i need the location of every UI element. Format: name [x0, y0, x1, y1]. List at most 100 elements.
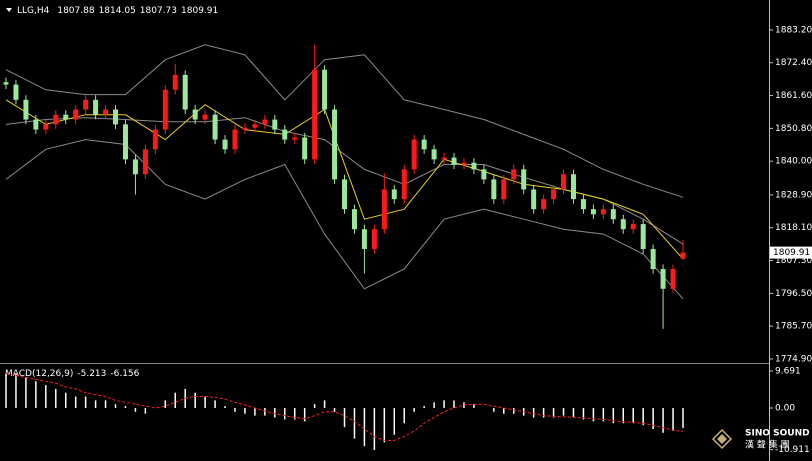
candle-body: [670, 269, 676, 289]
y-tick-label: 1828.90: [775, 190, 812, 200]
candle-body: [202, 114, 208, 120]
y-tick-label: 1774.90: [775, 354, 812, 364]
symbol: LLG,H4: [17, 6, 50, 16]
ohlc-low: 1807.73: [140, 6, 177, 16]
candle-body: [322, 69, 328, 110]
watermark-logo-inner: [717, 434, 727, 444]
candle-body: [391, 189, 397, 200]
candle-body: [262, 119, 268, 125]
candle-body: [451, 157, 457, 165]
overlay-line: [5, 99, 684, 260]
candle-body: [162, 89, 168, 130]
candle-body: [103, 109, 109, 115]
candle-body: [93, 99, 99, 115]
candle-body: [541, 199, 547, 210]
candle-body: [381, 189, 387, 230]
candle-body: [122, 124, 128, 160]
candle-body: [33, 119, 39, 130]
candle-body: [580, 199, 586, 210]
candle-body: [570, 174, 576, 200]
candle-body: [680, 252, 686, 259]
y-tick-label: 0.00: [775, 403, 795, 413]
candle-body: [292, 137, 298, 140]
candle-body: [282, 129, 288, 140]
candle-body: [3, 82, 9, 85]
last-price-box: [770, 246, 812, 259]
candle-body: [411, 139, 417, 170]
y-tick-label: 1883.20: [775, 25, 812, 35]
macd-title: MACD(12,26,9): [5, 369, 73, 379]
watermark-logo: [711, 428, 733, 450]
candle-body: [431, 149, 437, 160]
candle-body: [63, 114, 69, 120]
y-tick-label: 1840.00: [775, 157, 812, 167]
candle-body: [501, 179, 507, 200]
candle-body: [491, 179, 497, 200]
macd-value: -5.213: [77, 369, 106, 379]
candle-body: [142, 149, 148, 175]
watermark: SINO SOUND 漢 聲 集 團: [711, 428, 810, 451]
candle-body: [660, 269, 666, 289]
candle-body: [371, 229, 377, 249]
candle-body: [610, 209, 616, 220]
ohlc-high: 1814.05: [99, 6, 136, 16]
candle-body: [511, 169, 517, 180]
candle-body: [312, 69, 318, 160]
candle-body: [302, 137, 308, 160]
candle-body: [342, 179, 347, 210]
macd-signal-line: [5, 373, 684, 441]
y-tick-label: 1861.60: [775, 91, 812, 101]
candle-body: [43, 124, 49, 130]
menu-triangle: [6, 8, 12, 12]
candle-body: [421, 139, 427, 150]
candle-body: [630, 224, 636, 230]
macd-signal-value: -6.156: [110, 369, 139, 379]
candle-body: [640, 224, 646, 249]
candle-body: [401, 169, 407, 200]
candle-body: [561, 174, 567, 190]
y-tick-label: 1872.40: [775, 58, 812, 68]
candle-body: [252, 124, 258, 128]
y-tick-label: -10.911: [775, 445, 810, 455]
y-tick-label: 1850.80: [775, 124, 812, 134]
candle-body: [600, 209, 606, 215]
ohlc-close: 1809.91: [181, 6, 218, 16]
ohlc-open: 1807.88: [57, 6, 94, 16]
chart-header: LLG,H4 1807.88 1814.05 1807.73 1809.91: [17, 6, 218, 16]
y-tick-label: 1807.30: [775, 256, 812, 266]
candle-body: [222, 139, 228, 150]
watermark-brand: SINO SOUND: [745, 429, 810, 439]
candle-body: [23, 99, 29, 120]
candle-body: [441, 157, 447, 160]
candle-body: [590, 209, 596, 215]
macd-header: MACD(12,26,9) -5.213 -6.156: [5, 369, 140, 379]
candle-body: [13, 84, 19, 100]
candle-body: [73, 109, 79, 120]
watermark-subtitle: 漢 聲 集 團: [745, 439, 790, 451]
candle-body: [461, 162, 467, 165]
y-tick-label: 1796.50: [775, 289, 812, 299]
candle-body: [132, 159, 138, 175]
last-price-label: 1809.91: [773, 248, 810, 258]
candle-body: [531, 189, 537, 210]
candle-body: [471, 162, 477, 170]
candle-body: [272, 119, 278, 130]
overlay-line: [5, 44, 684, 198]
y-tick-label: 1785.70: [775, 322, 812, 332]
candle-body: [212, 114, 218, 140]
candle-body: [481, 169, 487, 180]
y-tick-label: 9.691: [775, 366, 801, 376]
candle-body: [521, 169, 527, 190]
candle-body: [361, 229, 367, 249]
candle-body: [620, 219, 626, 230]
candle-body: [83, 99, 89, 110]
candle-body: [551, 189, 557, 200]
candle-body: [113, 109, 119, 125]
candle-body: [192, 109, 198, 120]
overlay-line: [5, 139, 684, 300]
candle-body: [351, 209, 357, 230]
candle-body: [650, 248, 656, 270]
